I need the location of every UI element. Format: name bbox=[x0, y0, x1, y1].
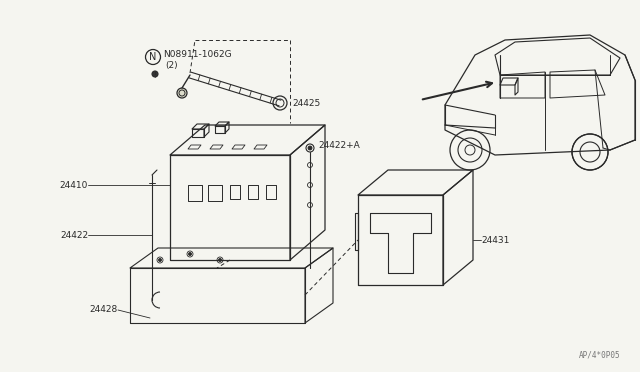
Circle shape bbox=[218, 259, 221, 262]
Text: N: N bbox=[149, 52, 157, 62]
Text: (2): (2) bbox=[165, 61, 178, 70]
Circle shape bbox=[152, 71, 158, 77]
Text: 24431: 24431 bbox=[481, 235, 509, 244]
Circle shape bbox=[177, 88, 187, 98]
Text: 24410: 24410 bbox=[60, 180, 88, 189]
Text: 24428: 24428 bbox=[90, 305, 118, 314]
Text: 24422+A: 24422+A bbox=[318, 141, 360, 150]
Circle shape bbox=[189, 253, 191, 256]
Text: N08911-1062G: N08911-1062G bbox=[163, 49, 232, 58]
Text: 24422: 24422 bbox=[60, 231, 88, 240]
Text: AP/4*0P05: AP/4*0P05 bbox=[579, 350, 620, 359]
Circle shape bbox=[159, 259, 161, 262]
Circle shape bbox=[308, 146, 312, 150]
Text: 24425: 24425 bbox=[292, 99, 320, 108]
